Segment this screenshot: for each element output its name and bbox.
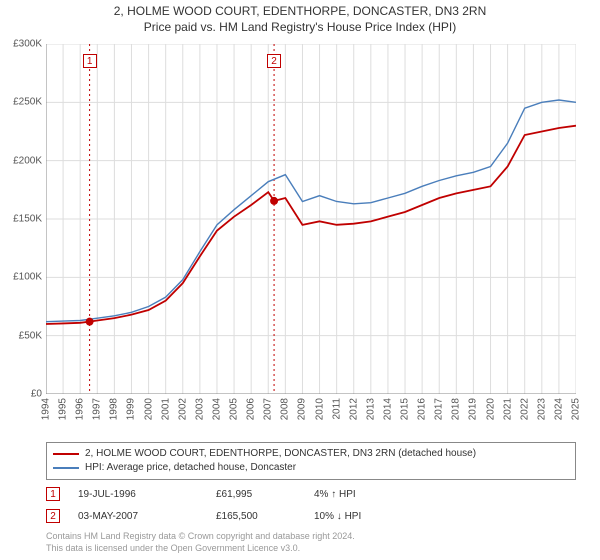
x-tick-label: 2016 [417,398,428,428]
chart-area: £0£50K£100K£150K£200K£250K£300K 19941995… [46,44,576,394]
x-tick-label: 2007 [263,398,274,428]
y-tick-label: £250K [2,97,42,108]
chart-container: 2, HOLME WOOD COURT, EDENTHORPE, DONCAST… [0,0,600,560]
x-tick-label: 2015 [400,398,411,428]
sale-price: £165,500 [216,511,296,522]
x-tick-label: 2008 [280,398,291,428]
footer-line-1: Contains HM Land Registry data © Crown c… [46,530,355,542]
y-tick-label: £100K [2,272,42,283]
legend-item: HPI: Average price, detached house, Donc… [53,461,569,475]
line-chart [46,44,576,394]
sale-delta: 10% ↓ HPI [314,511,394,522]
footer: Contains HM Land Registry data © Crown c… [46,530,355,554]
sale-row: 1 19-JUL-1996 £61,995 4% ↑ HPI [46,486,576,502]
x-tick-label: 2005 [229,398,240,428]
y-tick-label: £150K [2,214,42,225]
x-tick-label: 2017 [434,398,445,428]
y-tick-label: £50K [2,330,42,341]
x-tick-label: 1999 [126,398,137,428]
legend-label: 2, HOLME WOOD COURT, EDENTHORPE, DONCAST… [85,447,476,461]
x-tick-label: 2010 [314,398,325,428]
y-tick-label: £200K [2,155,42,166]
title-main: 2, HOLME WOOD COURT, EDENTHORPE, DONCAST… [0,4,600,18]
x-tick-label: 1995 [58,398,69,428]
x-tick-label: 2012 [348,398,359,428]
y-tick-label: £0 [2,389,42,400]
x-tick-label: 1996 [75,398,86,428]
x-tick-label: 1998 [109,398,120,428]
sales-list: 1 19-JUL-1996 £61,995 4% ↑ HPI 2 03-MAY-2007 £… [46,486,576,530]
x-tick-label: 2018 [451,398,462,428]
x-tick-label: 2023 [536,398,547,428]
x-tick-label: 2020 [485,398,496,428]
x-tick-label: 2009 [297,398,308,428]
x-tick-label: 2002 [177,398,188,428]
legend-item: 2, HOLME WOOD COURT, EDENTHORPE, DONCAST… [53,447,569,461]
x-tick-label: 2021 [502,398,513,428]
x-tick-label: 2024 [553,398,564,428]
sale-date: 19-JUL-1996 [78,489,198,500]
x-tick-label: 2022 [519,398,530,428]
sale-marker-box: 1 [83,54,97,68]
x-tick-label: 2025 [571,398,582,428]
sale-marker-box: 2 [267,54,281,68]
x-tick-label: 1994 [41,398,52,428]
title-sub: Price paid vs. HM Land Registry's House … [0,20,600,34]
x-tick-label: 2004 [211,398,222,428]
x-tick-label: 2000 [143,398,154,428]
sale-price: £61,995 [216,489,296,500]
sale-marker-number: 2 [46,509,60,523]
x-tick-label: 2001 [160,398,171,428]
sale-date: 03-MAY-2007 [78,511,198,522]
sale-delta: 4% ↑ HPI [314,489,394,500]
sale-marker-number: 1 [46,487,60,501]
sale-row: 2 03-MAY-2007 £165,500 10% ↓ HPI [46,508,576,524]
x-tick-label: 2011 [331,398,342,428]
x-tick-label: 2003 [194,398,205,428]
x-tick-label: 2014 [382,398,393,428]
footer-line-2: This data is licensed under the Open Gov… [46,542,355,554]
y-tick-label: £300K [2,39,42,50]
titles: 2, HOLME WOOD COURT, EDENTHORPE, DONCAST… [0,0,600,34]
x-tick-label: 1997 [92,398,103,428]
x-tick-label: 2019 [468,398,479,428]
legend: 2, HOLME WOOD COURT, EDENTHORPE, DONCAST… [46,442,576,480]
x-tick-label: 2013 [365,398,376,428]
legend-label: HPI: Average price, detached house, Donc… [85,461,296,475]
x-tick-label: 2006 [246,398,257,428]
legend-swatch [53,467,79,469]
legend-swatch [53,453,79,455]
